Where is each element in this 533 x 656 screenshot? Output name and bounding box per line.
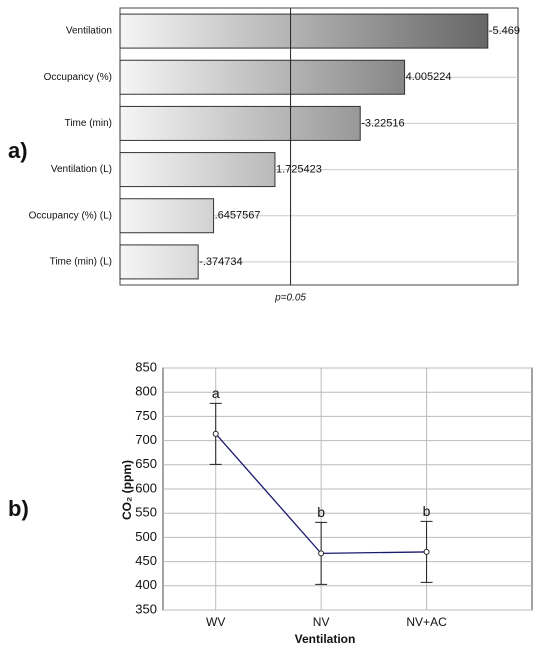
category-label: Time (min) bbox=[65, 118, 112, 129]
y-tick-label: 550 bbox=[135, 505, 157, 520]
value-label: 1.725423 bbox=[276, 163, 322, 175]
y-tick-label: 450 bbox=[135, 553, 157, 568]
bar bbox=[119, 198, 215, 234]
panel-label: b) bbox=[8, 496, 29, 521]
value-label: .6457567 bbox=[215, 210, 261, 222]
y-axis-label: CO₂ (ppm) bbox=[120, 460, 134, 520]
y-tick-label: 400 bbox=[135, 577, 157, 592]
value-label: -.374734 bbox=[199, 256, 242, 268]
y-tick-label: 750 bbox=[135, 408, 157, 423]
bar bbox=[119, 105, 361, 141]
point bbox=[318, 550, 325, 557]
category-label: Ventilation (L) bbox=[51, 164, 112, 175]
x-tick-label: WV bbox=[206, 615, 225, 629]
point bbox=[212, 430, 219, 437]
y-tick-label: 800 bbox=[135, 384, 157, 399]
x-tick-label: NV+AC bbox=[406, 615, 447, 629]
value-label: -3.22516 bbox=[361, 117, 404, 129]
y-tick-label: 350 bbox=[135, 601, 157, 616]
category-label: Time (min) (L) bbox=[50, 257, 112, 268]
bar bbox=[119, 244, 199, 280]
category-label: Occupancy (%) bbox=[44, 72, 112, 83]
y-tick-label: 850 bbox=[135, 359, 157, 374]
y-tick-label: 700 bbox=[135, 432, 157, 447]
x-tick-label: NV bbox=[313, 615, 330, 629]
x-axis-label: Ventilation bbox=[295, 632, 356, 646]
reference-label: p=0.05 bbox=[274, 293, 306, 304]
plot-frame bbox=[119, 7, 519, 286]
category-label: Occupancy (%) (L) bbox=[29, 210, 112, 221]
y-tick-label: 650 bbox=[135, 456, 157, 471]
value-label: 4.005224 bbox=[406, 71, 452, 83]
category-label: Ventilation bbox=[66, 26, 112, 37]
bar bbox=[119, 13, 489, 49]
y-tick-label: 500 bbox=[135, 529, 157, 544]
bar bbox=[119, 59, 406, 95]
y-tick-label: 600 bbox=[135, 480, 157, 495]
value-label: -5.469 bbox=[489, 25, 520, 37]
bar bbox=[119, 152, 276, 188]
letter-label: b bbox=[317, 504, 325, 520]
point bbox=[423, 548, 430, 555]
letter-label: b bbox=[423, 503, 431, 519]
panel-label: a) bbox=[8, 138, 28, 163]
letter-label: a bbox=[212, 385, 220, 401]
